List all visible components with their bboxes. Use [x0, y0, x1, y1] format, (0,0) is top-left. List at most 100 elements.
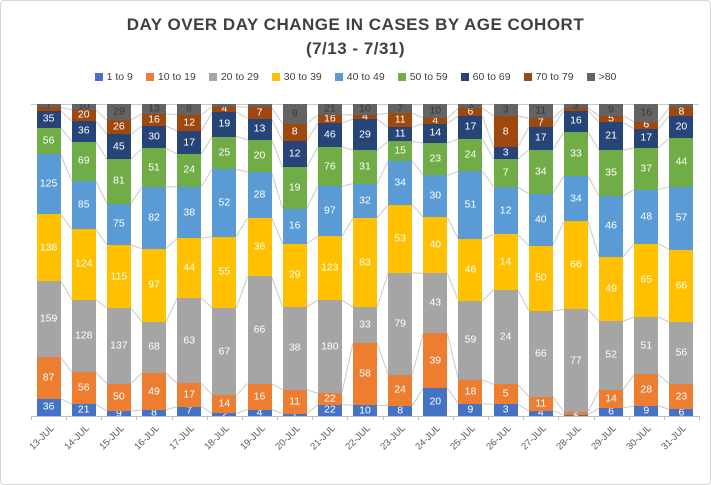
bar-segment: 115: [106, 244, 131, 309]
bar-segment: 50: [528, 245, 553, 311]
axis-tick: [31, 416, 32, 420]
bar-segment: 3: [458, 104, 483, 111]
segment-value-label: 3: [502, 403, 509, 416]
segment-value-label: 66: [253, 323, 266, 336]
segment-value-label: 5: [608, 112, 615, 125]
segment-value-label: 21: [605, 129, 617, 142]
bar-segment: 8: [282, 123, 307, 142]
bar-segment: 35: [36, 110, 61, 128]
bar-segment: 128: [71, 299, 96, 373]
bar-segment: 138: [36, 214, 61, 281]
bar-segment: 48: [634, 189, 659, 244]
bar-segment: 9: [282, 104, 307, 124]
bar-segment: 6: [599, 405, 624, 416]
segment-value-label: 66: [534, 347, 547, 360]
bar-segment: 77: [563, 309, 588, 412]
x-axis-line: [31, 416, 699, 417]
segment-value-label: 19: [218, 117, 231, 130]
legend-label: 20 to 29: [220, 71, 259, 83]
bar-segment: 16: [247, 383, 272, 410]
legend-label: 50 to 59: [409, 71, 448, 83]
bar-segment: [36, 107, 61, 111]
bar-segment: 13: [247, 118, 272, 140]
segment-value-label: 9: [643, 404, 650, 416]
axis-tick: [101, 416, 103, 420]
bar-segment: 4: [247, 406, 272, 416]
bar-segment: 43: [423, 273, 448, 334]
bar-segment: 7: [247, 107, 272, 119]
segment-value-label: 29: [288, 268, 301, 281]
bar-segment: 21: [599, 122, 624, 151]
stacked-bar-14-jul: 21 56 128 124 85 69 36 20 10: [71, 104, 96, 416]
segment-value-label: 17: [534, 131, 547, 144]
legend-item-1-to-9: 1 to 9: [94, 71, 133, 83]
segment-value-label: 17: [464, 120, 477, 133]
axis-tick: [171, 416, 173, 420]
stacked-bar-26-jul: 3 5 24 14 12 7 3 8 3: [493, 104, 518, 416]
bar-segment: 12: [493, 186, 518, 235]
bar-segment: 16: [282, 208, 307, 244]
segment-value-label: 18: [464, 385, 477, 398]
bar-segment: 33: [353, 307, 377, 343]
stacked-bar-25-jul: 9 18 59 46 51 24 17 6 3: [458, 104, 483, 416]
bar-segment: 66: [528, 310, 553, 397]
bar-segment: 12: [177, 114, 202, 132]
bar-segment: 66: [247, 276, 272, 384]
axis-tick: [206, 416, 208, 420]
legend-item-30-to-39: 30 to 39: [271, 71, 322, 83]
bar-segment: 3: [493, 147, 518, 160]
segment-value-label: 11: [289, 395, 301, 408]
segment-value-label: 8: [397, 404, 404, 416]
bar-segment: 6: [669, 407, 694, 416]
stacked-bar-21-jul: 22 22 180 123 97 76 46 16 21: [317, 104, 342, 416]
bar-segment: 38: [177, 186, 202, 239]
legend-swatch-icon: [208, 73, 217, 81]
segment-value-label: 22: [323, 403, 336, 416]
bar-segment: 35: [599, 150, 624, 197]
bar-segment: 7: [493, 159, 518, 187]
bar-segment: 68: [142, 321, 167, 374]
segment-value-label: 20: [429, 395, 442, 408]
bar-segment: 22: [317, 403, 342, 416]
bar-segment: 67: [212, 308, 237, 396]
segment-value-label: 67: [218, 345, 231, 358]
segment-value-label: 4: [256, 406, 263, 416]
segment-value-label: 12: [288, 147, 301, 160]
segment-value-label: 46: [605, 219, 617, 232]
segment-value-label: 25: [218, 146, 231, 159]
segment-value-label: 20: [253, 149, 266, 162]
segment-value-label: 17: [640, 131, 653, 144]
legend-swatch-icon: [271, 73, 280, 81]
segment-value-label: 7: [45, 104, 52, 112]
segment-value-label: 8: [186, 104, 193, 115]
segment-value-label: 44: [183, 261, 196, 274]
stacked-bar-30-jul: 9 28 51 65 48 37 17 6 16: [634, 104, 659, 416]
bar-segment: 8: [669, 106, 694, 117]
bar-segment: 38: [282, 306, 307, 390]
segment-value-label: 57: [675, 211, 688, 224]
axis-tick: [593, 416, 595, 420]
bar-segment: 66: [563, 221, 588, 310]
bar-segment: 46: [599, 196, 624, 257]
segment-value-label: 76: [323, 160, 336, 173]
segment-value-label: 34: [394, 176, 406, 189]
segment-value-label: 6: [608, 405, 615, 416]
bar-segment: 12: [282, 141, 307, 168]
segment-value-label: 7: [186, 404, 193, 416]
axis-tick: [663, 416, 665, 420]
segment-value-label: 24: [394, 383, 406, 396]
bar-segment: 4: [528, 407, 553, 416]
axis-tick: [558, 416, 560, 420]
segment-value-label: 6: [467, 105, 474, 118]
segment-value-label: 9: [291, 107, 298, 120]
bar-segment: 7: [388, 104, 413, 114]
bar-segment: 34: [563, 176, 588, 222]
axis-tick: [699, 416, 700, 420]
segment-value-label: 50: [113, 390, 125, 403]
legend-item-70-to-79: 70 to 79: [523, 71, 574, 83]
bar-segment: 76: [317, 146, 342, 187]
segment-value-label: 63: [183, 334, 196, 347]
bar-segment: 17: [177, 131, 202, 155]
bar-segment: 21: [317, 104, 342, 115]
bar-segment: 18: [458, 379, 483, 404]
